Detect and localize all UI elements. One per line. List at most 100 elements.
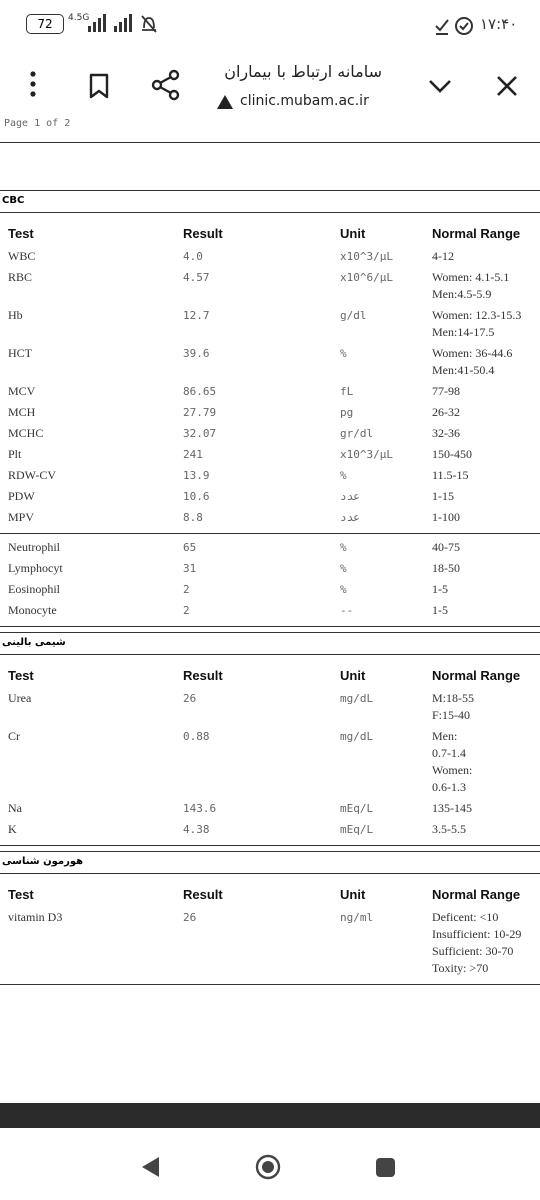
test-name: vitamin D3 [8, 910, 63, 924]
normal-range: Deficent: <10 Insufficient: 10-29 Sufficie… [432, 910, 521, 978]
range-line: Insufficient: 10-29 [432, 927, 522, 941]
unit: عدد [340, 511, 360, 524]
test-name: MPV [8, 510, 35, 524]
result: 2 [183, 604, 190, 617]
report: CBC Test Result Unit Normal Range WBC 4.0 x10^3… [0, 190, 540, 990]
test-name: PDW [8, 489, 35, 503]
page-label: Page 1 of 2 [4, 118, 71, 129]
unit: x10^3/µL [340, 250, 393, 263]
result: 8.8 [183, 511, 203, 524]
column-header: Unit [340, 668, 366, 683]
signal-icons [88, 14, 157, 33]
test-name: Plt [8, 447, 22, 461]
browser-actions[interactable] [20, 66, 190, 106]
table-row: Eosinophil 2% 1-5 [0, 578, 540, 599]
result: 0.88 [183, 730, 210, 743]
browser-nav[interactable] [424, 72, 524, 102]
test-name: MCV [8, 384, 36, 398]
unit: ng/ml [340, 911, 374, 924]
column-header: Normal Range [432, 226, 521, 241]
header-row: Test Result Unit Normal Range [0, 655, 540, 685]
result: 31 [183, 562, 197, 575]
range-line: M:18-55 [432, 691, 474, 705]
range-line: Men: [432, 729, 458, 743]
normal-range: 4-12 [432, 249, 454, 266]
section-title: شیمی بالینی [0, 633, 540, 655]
range-line: 0.6-1.3 [432, 780, 466, 794]
normal-range: 135-145 [432, 801, 472, 818]
normal-range: Women: 36-44.6 Men:41-50.4 [432, 346, 512, 380]
normal-range: Women: 12.3-15.3 Men:14-17.5 [432, 308, 521, 342]
range-line: 4-12 [432, 249, 454, 263]
range-line: Sufficient: 30-70 [432, 944, 514, 958]
unit: % [340, 347, 347, 360]
normal-range: 32-36 [432, 426, 460, 443]
range-line: 1-5 [432, 582, 448, 596]
test-name: Cr [8, 729, 20, 743]
result: 143.6 [183, 802, 217, 815]
normal-range: 150-450 [432, 447, 472, 464]
normal-range: 1-5 [432, 603, 448, 620]
unit: % [340, 469, 347, 482]
test-name: MCH [8, 405, 36, 419]
test-name: Neutrophil [8, 540, 60, 554]
page-title: سامانه ارتباط با بیماران [224, 62, 382, 81]
table-row: Plt 241 x10^3/µL 150-450 [0, 443, 540, 464]
unit: pg [340, 406, 354, 419]
result: 26 [183, 692, 197, 705]
table-row: HCT 39.6% Women: 36-44.6 Men:41-50.4 [0, 342, 540, 380]
normal-range: 1-100 [432, 510, 460, 527]
column-header: Result [183, 226, 223, 241]
range-line: Women: 36-44.6 [432, 346, 513, 360]
range-line: 150-450 [432, 447, 472, 461]
section-title: CBC [0, 191, 540, 213]
result: 32.07 [183, 427, 217, 440]
url[interactable]: clinic.mubam.ac.ir [240, 93, 369, 109]
unit: mEq/L [340, 823, 374, 836]
normal-range: 3.5-5.5 [432, 822, 466, 839]
test-name: HCT [8, 346, 32, 360]
result: 241 [183, 448, 203, 461]
normal-range: Women: 4.1-5.1 Men:4.5-5.9 [432, 270, 509, 304]
table-row: K 4.38 mEq/L 3.5-5.5 [0, 818, 540, 839]
result: 13.9 [183, 469, 210, 482]
column-header: Normal Range [432, 668, 521, 683]
table-row: MCH 27.79 pg 26-32 [0, 401, 540, 422]
normal-range: Men: 0.7-1.4 Women: 0.6-1.3 [432, 729, 472, 797]
column-header: Result [183, 668, 223, 683]
table-row: PDW 10.6 عدد 1-15 [0, 485, 540, 506]
nav-bar[interactable] [0, 1145, 540, 1190]
row-group: vitamin D3 26 ng/ml Deficent: <10 Insufficie… [0, 904, 540, 984]
result: 65 [183, 541, 197, 554]
column-header: Test [8, 226, 34, 241]
result: 10.6 [183, 490, 210, 503]
table-row: WBC 4.0 x10^3/µL 4-12 [0, 245, 540, 266]
unit: mg/dL [340, 692, 374, 705]
unit: % [340, 541, 347, 554]
unit: x10^3/µL [340, 448, 393, 461]
result: 4.38 [183, 823, 210, 836]
row-group: Urea 26 mg/dL M:18-55 F:15-40 Cr 0.88 mg/dL Men:… [0, 685, 540, 845]
header-row: Test Result Unit Normal Range [0, 874, 540, 904]
column-header: Unit [340, 226, 366, 241]
column-header: Normal Range [432, 887, 521, 902]
range-line: F:15-40 [432, 708, 471, 722]
test-name: Urea [8, 691, 32, 705]
range-line: Women: 4.1-5.1 [432, 270, 510, 284]
warning-icon [217, 95, 233, 109]
unit: -- [340, 604, 354, 617]
table-row: RDW-CV 13.9% 11.5-15 [0, 464, 540, 485]
table-row: Lymphocyt 31% 18-50 [0, 557, 540, 578]
result: 2 [183, 583, 190, 596]
normal-range: 18-50 [432, 561, 460, 578]
range-line: Men:4.5-5.9 [432, 287, 492, 301]
range-line: 40-75 [432, 540, 460, 554]
divider [0, 142, 540, 143]
result: 12.7 [183, 309, 210, 322]
range-line: Women: 12.3-15.3 [432, 308, 522, 322]
table-row: RBC 4.57 x10^6/µL Women: 4.1-5.1 Men:4.5-5.9 [0, 266, 540, 304]
unit: x10^6/µL [340, 271, 393, 284]
result: 27.79 [183, 406, 217, 419]
table-row: MPV 8.8 عدد 1-100 [0, 506, 540, 527]
